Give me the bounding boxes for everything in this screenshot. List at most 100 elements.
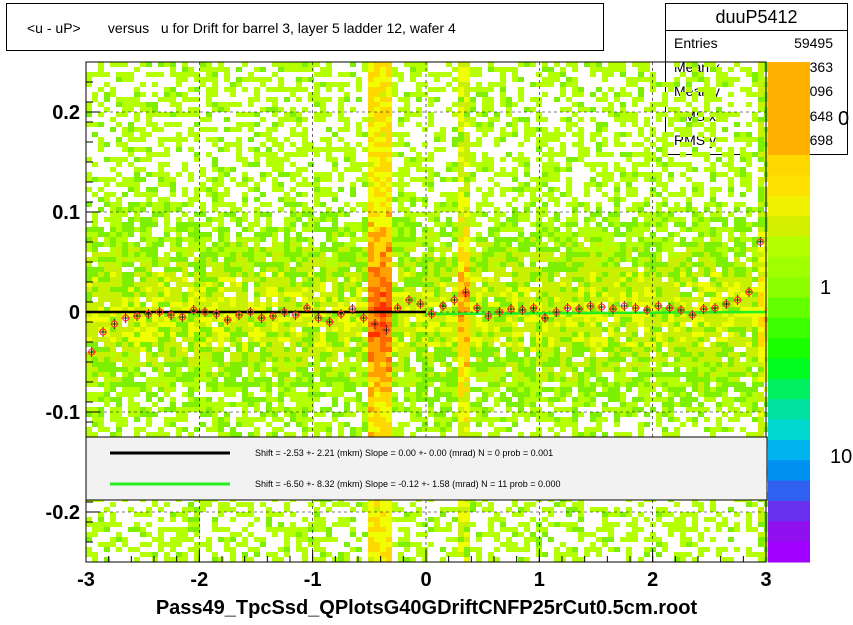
heatmap-cell xyxy=(116,252,122,257)
heatmap-cell xyxy=(236,272,242,277)
heatmap-cell xyxy=(188,127,194,132)
heatmap-cell xyxy=(206,222,212,227)
heatmap-cell xyxy=(260,317,266,322)
heatmap-cell xyxy=(278,67,284,72)
heatmap-cell xyxy=(530,327,536,332)
heatmap-cell xyxy=(692,287,698,292)
heatmap-cell xyxy=(680,347,686,352)
heatmap-cell xyxy=(308,257,314,262)
heatmap-cell xyxy=(506,152,512,157)
heatmap-cell xyxy=(542,297,548,302)
heatmap-cell xyxy=(500,357,506,362)
heatmap-cell xyxy=(458,157,464,162)
heatmap-cell xyxy=(386,122,392,127)
heatmap-cell xyxy=(668,192,674,197)
heatmap-cell xyxy=(302,107,308,112)
heatmap-cell xyxy=(650,262,656,267)
heatmap-cell xyxy=(512,212,518,217)
heatmap-cell xyxy=(356,97,362,102)
heatmap-cell xyxy=(410,227,416,232)
heatmap-cell xyxy=(398,142,404,147)
heatmap-cell xyxy=(590,322,596,327)
heatmap-cell xyxy=(476,317,482,322)
heatmap-cell xyxy=(302,252,308,257)
heatmap-cell xyxy=(410,192,416,197)
heatmap-cell xyxy=(464,342,470,347)
heatmap-cell xyxy=(110,247,116,252)
heatmap-cell xyxy=(398,242,404,247)
heatmap-cell xyxy=(380,117,386,122)
heatmap-cell xyxy=(536,217,542,222)
heatmap-cell xyxy=(308,352,314,357)
heatmap-cell xyxy=(638,282,644,287)
heatmap-cell xyxy=(236,112,242,117)
heatmap-cell xyxy=(458,197,464,202)
heatmap-cell xyxy=(494,307,500,312)
heatmap-cell xyxy=(758,117,764,122)
heatmap-cell xyxy=(290,272,296,277)
heatmap-cell xyxy=(320,277,326,282)
heatmap-cell xyxy=(176,132,182,137)
heatmap-cell xyxy=(728,267,734,272)
heatmap-cell xyxy=(686,257,692,262)
heatmap-cell xyxy=(680,117,686,122)
heatmap-cell xyxy=(320,67,326,72)
heatmap-cell xyxy=(632,367,638,372)
heatmap-cell xyxy=(128,327,134,332)
heatmap-cell xyxy=(470,212,476,217)
heatmap-cell xyxy=(236,137,242,142)
heatmap-cell xyxy=(686,62,692,67)
heatmap-cell xyxy=(278,302,284,307)
heatmap-cell xyxy=(626,327,632,332)
heatmap-cell xyxy=(470,177,476,182)
heatmap-cell xyxy=(506,202,512,207)
heatmap-cell xyxy=(704,217,710,222)
heatmap-cell xyxy=(704,232,710,237)
heatmap-cell xyxy=(236,222,242,227)
heatmap-cell xyxy=(638,202,644,207)
heatmap-cell xyxy=(350,232,356,237)
heatmap-cell xyxy=(518,342,524,347)
heatmap-cell xyxy=(368,302,374,307)
heatmap-cell xyxy=(554,152,560,157)
heatmap-cell xyxy=(308,247,314,252)
heatmap-cell xyxy=(680,357,686,362)
heatmap-cell xyxy=(644,357,650,362)
heatmap-cell xyxy=(698,302,704,307)
heatmap-cell xyxy=(428,187,434,192)
heatmap-cell xyxy=(764,152,770,157)
heatmap-cell xyxy=(452,347,458,352)
heatmap-cell xyxy=(134,227,140,232)
heatmap-cell xyxy=(386,127,392,132)
heatmap-cell xyxy=(614,267,620,272)
heatmap-cell xyxy=(236,82,242,87)
heatmap-cell xyxy=(344,152,350,157)
heatmap-cell xyxy=(506,322,512,327)
heatmap-cell xyxy=(494,112,500,117)
heatmap-cell xyxy=(500,227,506,232)
heatmap-cell xyxy=(374,222,380,227)
heatmap-cell xyxy=(560,302,566,307)
heatmap-cell xyxy=(86,237,92,242)
heatmap-cell xyxy=(188,322,194,327)
heatmap-cell xyxy=(356,87,362,92)
heatmap-cell xyxy=(656,117,662,122)
heatmap-cell xyxy=(128,202,134,207)
heatmap-cell xyxy=(308,217,314,222)
heatmap-cell xyxy=(536,362,542,367)
heatmap-cell xyxy=(572,317,578,322)
heatmap-cell xyxy=(692,117,698,122)
heatmap-cell xyxy=(200,202,206,207)
heatmap-cell xyxy=(584,257,590,262)
heatmap-cell xyxy=(164,252,170,257)
heatmap-cell xyxy=(572,277,578,282)
heatmap-cell xyxy=(380,302,386,307)
heatmap-cell xyxy=(614,322,620,327)
heatmap-cell xyxy=(614,62,620,67)
heatmap-cell xyxy=(332,247,338,252)
heatmap-cell xyxy=(722,252,728,257)
heatmap-cell xyxy=(644,262,650,267)
heatmap-cell xyxy=(362,367,368,372)
heatmap-cell xyxy=(530,347,536,352)
heatmap-cell xyxy=(128,347,134,352)
